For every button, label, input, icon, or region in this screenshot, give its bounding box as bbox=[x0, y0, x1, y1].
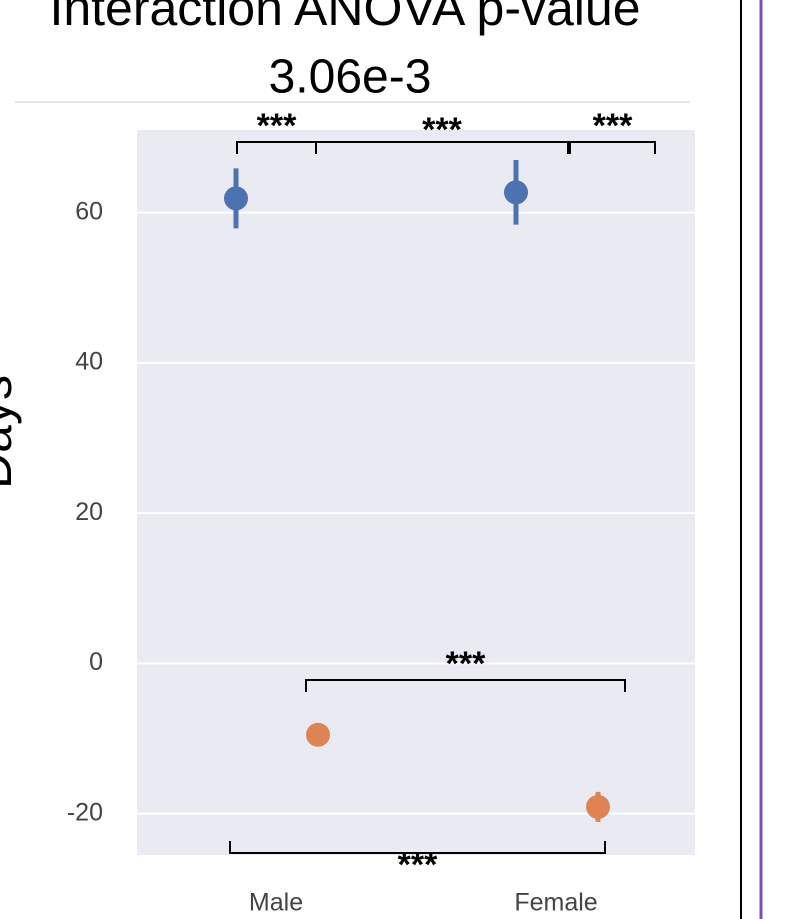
chart-subtitle: 3.06e-3 bbox=[269, 51, 432, 104]
x-tick-label: Male bbox=[249, 889, 303, 917]
significance-label: *** bbox=[446, 645, 486, 683]
point bbox=[586, 794, 610, 819]
y-tick-label: 60 bbox=[75, 197, 103, 225]
point bbox=[504, 180, 528, 205]
y-tick-label: 40 bbox=[75, 348, 103, 376]
y-tick-label: 0 bbox=[89, 648, 103, 676]
chart-title: Interaction ANOVA p-value bbox=[49, 0, 640, 36]
significance-label: *** bbox=[593, 107, 633, 145]
significance-bracket bbox=[569, 141, 656, 154]
significance-bracket bbox=[305, 679, 626, 692]
point bbox=[224, 186, 248, 211]
significance-label: *** bbox=[398, 846, 438, 884]
point bbox=[306, 722, 330, 747]
y-axis-label: Days bbox=[0, 375, 22, 489]
significance-label: *** bbox=[422, 111, 462, 149]
significance-label: *** bbox=[257, 107, 297, 145]
significance-bracket bbox=[315, 141, 569, 154]
y-tick-label: 20 bbox=[75, 498, 103, 526]
y-tick-label: -20 bbox=[67, 798, 103, 826]
significance-bracket bbox=[229, 841, 606, 854]
x-tick-label: Female bbox=[514, 889, 597, 917]
plot-area bbox=[137, 130, 695, 855]
